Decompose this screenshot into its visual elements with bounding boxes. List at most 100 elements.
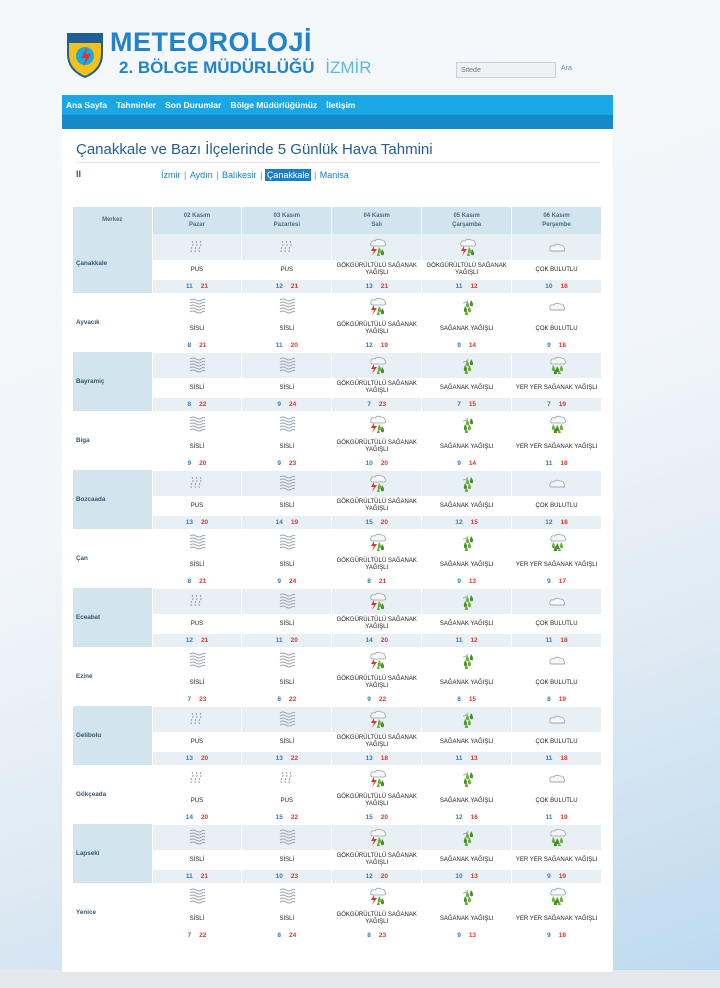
max-temp: 21	[200, 282, 208, 290]
city-link[interactable]: Manisa	[319, 170, 349, 180]
min-temp: 8	[457, 695, 461, 703]
forecast-icon-cell	[152, 824, 243, 850]
min-temp: 13	[365, 282, 373, 290]
forecast-description: PUS	[152, 496, 243, 516]
table-row: 13 20 13 22 13 18 11 13 11 18	[73, 752, 602, 766]
forecast-description: ÇOK BULUTLU	[511, 319, 602, 339]
cloudy-icon	[547, 769, 567, 787]
thunderstorm-icon	[367, 887, 387, 908]
max-temp: 15	[470, 518, 478, 526]
table-row: Ezine	[73, 647, 602, 706]
city-link[interactable]: Balıkesir	[222, 170, 257, 180]
forecast-table: Merkez 02 Kasım Pazar 03 Kasım Pazartesi 04 …	[73, 207, 602, 943]
min-temp: 9	[367, 695, 371, 703]
min-temp: 9	[457, 931, 461, 939]
haze-icon	[277, 769, 297, 787]
temperature-cell: 12 20	[331, 870, 423, 884]
shower-icon	[457, 769, 477, 789]
temperature-cell: 11 12	[421, 280, 513, 294]
search-button[interactable]: Ara	[561, 65, 572, 72]
max-temp: 14	[468, 459, 477, 467]
nav-item[interactable]: İletişim	[326, 100, 356, 110]
forecast-icon-cell	[241, 352, 333, 378]
temperature-cell: 9 13	[421, 575, 513, 589]
nav-item[interactable]: Ana Sayfa	[66, 100, 108, 110]
temperature-cell: 14 20	[331, 634, 423, 648]
city-separator: |	[213, 170, 222, 180]
forecast-icon-cell	[331, 234, 423, 260]
table-row: 11 21 12 21 13 21 11 12 10 18	[73, 280, 602, 294]
forecast-description: ÇOK BULUTLU	[511, 496, 602, 516]
temperature-cell: 8 21	[152, 339, 243, 353]
temperature-cell: 8 15	[421, 693, 513, 707]
thunderstorm-icon	[367, 238, 387, 259]
location-name: Bozcaada	[73, 470, 153, 529]
table-row: Ayvacık	[73, 293, 602, 352]
max-temp: 20	[380, 459, 388, 467]
forecast-icon-cell	[241, 234, 333, 260]
table-row: Gökçeada	[73, 765, 602, 824]
min-temp: 9	[547, 341, 551, 349]
forecast-icon-cell	[511, 883, 602, 909]
min-temp: 12	[455, 518, 463, 526]
fog-icon	[187, 297, 207, 315]
city-link[interactable]: İzmir	[161, 170, 181, 180]
nav-item[interactable]: Son Durumlar	[165, 100, 222, 110]
temperature-cell: 14 19	[241, 516, 333, 530]
forecast-description: SAĞANAK YAĞIŞLI	[421, 319, 513, 339]
max-temp: 12	[470, 282, 478, 290]
table-row: 8 21 9 24 8 21 9 13 9 17	[73, 575, 602, 589]
shower-icon	[457, 710, 477, 730]
haze-icon	[187, 474, 207, 492]
forecast-description: GÖKGÜRÜLTÜLÜ SAĞANAK YAĞIŞLI	[331, 378, 423, 398]
temperature-cell: 11 20	[241, 339, 333, 353]
shower-icon	[457, 415, 477, 435]
temperature-cell: 9 14	[421, 457, 513, 471]
city-separator: |	[257, 170, 265, 180]
day-date: 03 Kasım	[273, 212, 301, 219]
min-temp: 10	[455, 872, 463, 880]
city-link[interactable]: Aydın	[189, 170, 213, 180]
forecast-description: SİSLİ	[152, 378, 243, 398]
location-name: Gelibolu	[73, 706, 153, 765]
fog-icon	[187, 651, 207, 669]
max-temp: 23	[290, 872, 299, 880]
temperature-cell: 9 24	[241, 398, 333, 412]
thunderstorm-icon	[367, 651, 387, 672]
max-temp: 22	[378, 695, 387, 703]
max-temp: 23	[378, 400, 387, 408]
max-temp: 18	[560, 459, 568, 467]
temperature-cell: 12 19	[331, 339, 423, 353]
forecast-description: YER YER SAĞANAK YAĞIŞLI	[511, 850, 602, 870]
table-row: Biga	[73, 411, 602, 470]
forecast-description: YER YER SAĞANAK YAĞIŞLI	[511, 909, 602, 929]
forecast-description: ÇOK BULUTLU	[511, 673, 602, 693]
forecast-description: SİSLİ	[241, 496, 333, 516]
forecast-icon-cell	[331, 588, 423, 614]
temperature-cell: 9 20	[152, 457, 243, 471]
forecast-header-row: Merkez 02 Kasım Pazar 03 Kasım Pazartesi 04 …	[73, 207, 602, 234]
table-row: Lapseki	[73, 824, 602, 883]
thunderstorm-icon	[367, 356, 387, 377]
forecast-icon-cell	[241, 765, 333, 791]
scattered-shower-icon	[547, 356, 567, 377]
table-row: Gelibolu	[73, 706, 602, 765]
forecast-icon-cell	[152, 706, 243, 732]
meteoroloji-logo[interactable]	[66, 32, 104, 79]
forecast-icon-cell	[421, 529, 513, 555]
search-input[interactable]	[456, 62, 556, 78]
city-link[interactable]: Çanakkale	[264, 169, 312, 181]
table-row: 8 22 9 24 7 23 7 15 7 19	[73, 398, 602, 412]
nav-item[interactable]: Bölge Müdürlüğümüz	[230, 100, 318, 110]
forecast-body: Çanakkale PUS PUS GÖKGÜRÜLTÜLÜ SAĞANAK YAĞI…	[73, 234, 602, 943]
temperature-cell: 9 22	[331, 693, 423, 707]
haze-icon	[187, 710, 207, 728]
min-temp: 8	[187, 400, 192, 408]
fog-icon	[187, 356, 207, 374]
max-temp: 13	[470, 872, 478, 880]
temperature-cell: 13 22	[241, 752, 333, 766]
table-row: PUS SİSLİ GÖKGÜRÜLTÜLÜ SAĞANAK YAĞIŞLI SAĞA…	[73, 614, 602, 634]
max-temp: 22	[290, 754, 299, 762]
forecast-icon-cell	[421, 824, 513, 850]
nav-item[interactable]: Tahminler	[116, 100, 157, 110]
